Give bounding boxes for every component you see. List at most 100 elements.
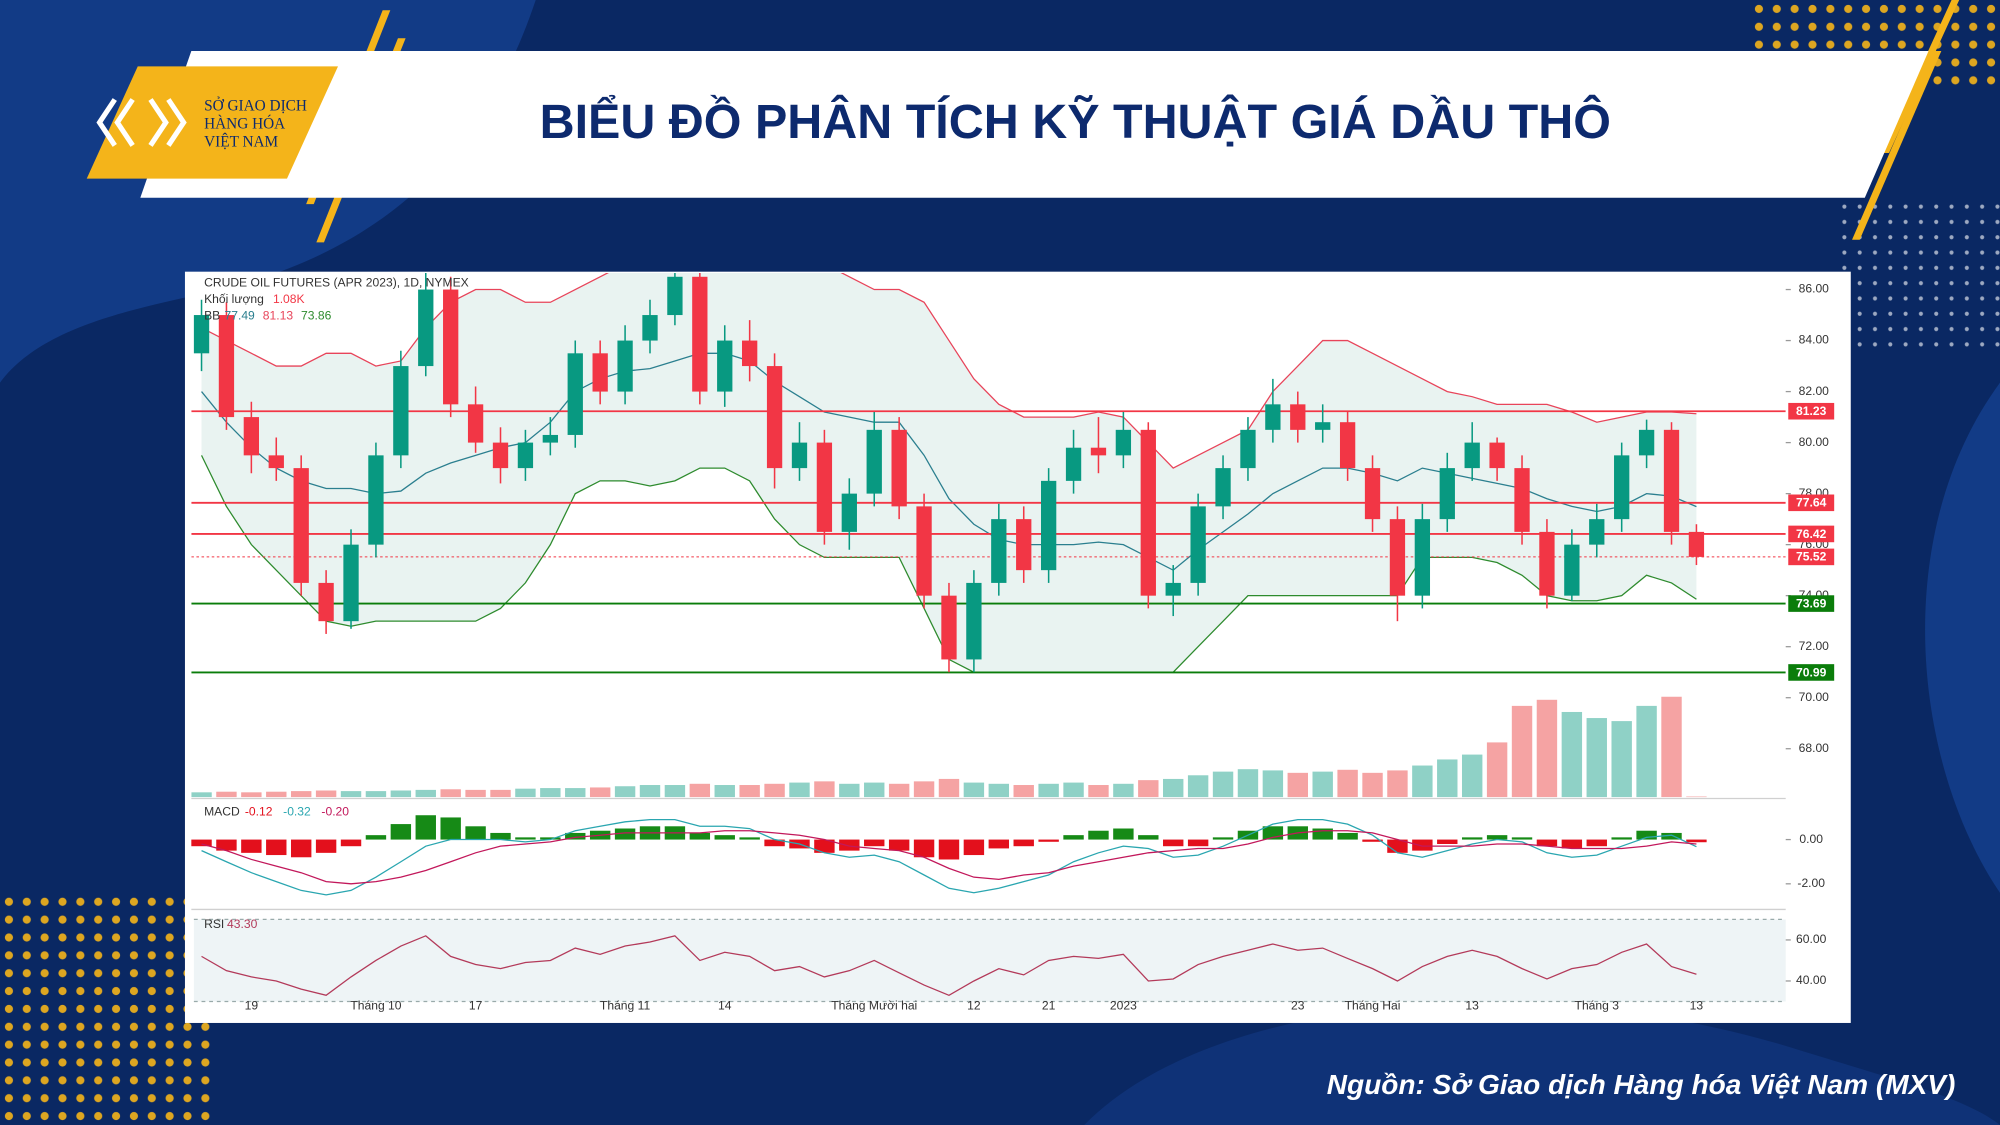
source-note: Nguồn: Sở Giao dịch Hàng hóa Việt Nam (M…	[1327, 1069, 1956, 1100]
macd-histogram	[1337, 832, 1358, 840]
candle-body	[1663, 429, 1680, 532]
signal-line	[201, 830, 1697, 885]
candle-body	[1315, 422, 1331, 430]
macd-histogram	[340, 839, 362, 847]
candle-body	[1439, 468, 1455, 520]
volume-bar	[1163, 778, 1184, 798]
candle-body	[1240, 429, 1256, 469]
macd-histogram	[1511, 837, 1533, 840]
candle-body	[1464, 442, 1480, 469]
bb-readout: 73.86	[301, 309, 332, 323]
bb-readout: 81.13	[263, 309, 294, 323]
y-tick-label: 72.00	[1799, 639, 1830, 653]
candle-body	[218, 315, 235, 418]
stripe	[1852, 51, 1942, 240]
candle-body	[1364, 468, 1381, 520]
volume-bar	[1237, 769, 1259, 798]
volume-bar	[1212, 771, 1234, 798]
volume-bar	[1013, 785, 1034, 798]
macd-histogram	[1486, 835, 1508, 840]
volume-bar	[490, 789, 511, 798]
candle-body	[791, 442, 808, 469]
y-tick-label: 80.00	[1799, 435, 1830, 449]
macd-histogram	[988, 839, 1010, 849]
macd-readout: -0.20	[321, 805, 349, 819]
volume-bar	[1387, 770, 1408, 798]
volume-bar	[1611, 721, 1632, 798]
candle-body	[1564, 544, 1580, 596]
level-tag	[1788, 525, 1835, 543]
x-tick-label: 2023	[1110, 999, 1137, 1013]
volume-bar	[266, 791, 287, 798]
macd-readout: -0.32	[283, 805, 311, 819]
candle-body	[1414, 519, 1431, 596]
macd-line	[201, 819, 1697, 896]
macd-histogram	[390, 824, 412, 840]
x-tick-label: 17	[469, 999, 483, 1013]
volume-bar	[440, 789, 461, 798]
volume-bar	[1412, 765, 1433, 798]
candle-body	[492, 442, 509, 469]
volume-bar	[639, 785, 661, 798]
macd-histogram	[814, 839, 835, 853]
macd-histogram	[440, 817, 461, 840]
volume-bar	[789, 782, 810, 798]
macd-histogram	[1611, 837, 1632, 840]
y-tick-label: 70.00	[1799, 690, 1830, 704]
volume-bar	[1661, 696, 1682, 798]
volume-bar	[465, 789, 486, 798]
volume-bar	[963, 782, 985, 798]
volume-bar	[739, 785, 760, 798]
candle-body	[418, 289, 434, 367]
title-banner	[140, 51, 1929, 198]
candle-body	[1290, 404, 1306, 430]
macd-histogram	[1461, 837, 1483, 840]
candle-body	[243, 417, 260, 456]
candle-body	[1115, 429, 1132, 456]
macd-histogram	[963, 839, 985, 856]
candle-body	[368, 455, 384, 545]
candle-body	[592, 353, 608, 392]
volume-readout: 1.08K	[273, 292, 305, 306]
y-tick-label: 86.00	[1799, 282, 1830, 296]
candle-body	[318, 582, 334, 622]
x-tick-label: 23	[1291, 999, 1305, 1013]
candle-body	[1589, 519, 1605, 545]
candle-body	[1016, 519, 1032, 571]
candle-body	[1514, 468, 1530, 532]
macd-histogram	[241, 839, 262, 853]
macd-histogram	[689, 832, 711, 840]
level-label: 70.99	[1796, 665, 1827, 679]
macd-histogram	[191, 839, 212, 847]
macd-histogram	[415, 815, 436, 840]
candle-body	[717, 340, 733, 392]
macd-histogram	[290, 839, 312, 858]
price-panel	[191, 272, 1786, 798]
volume-bar	[1187, 775, 1209, 798]
volume-bar	[988, 783, 1010, 798]
macd-histogram	[1013, 839, 1034, 847]
bb-legend: BB	[204, 309, 220, 323]
volume-bar	[1461, 754, 1483, 798]
candle-body	[642, 315, 658, 341]
volume-bar	[1262, 770, 1284, 798]
candle-body	[1090, 447, 1107, 456]
candle-body	[193, 315, 210, 354]
candle-body	[916, 506, 932, 596]
x-tick-label: Tháng 10	[350, 999, 401, 1013]
volume-bar	[1038, 783, 1059, 798]
indicator-panels: 0.00 -2.00 60.00 40.00	[191, 815, 1827, 1003]
candle-body	[1539, 531, 1555, 596]
macd-histogram	[315, 839, 337, 853]
volume-bar	[290, 791, 312, 798]
volume-bar	[689, 783, 711, 798]
macd-histogram	[714, 835, 735, 840]
volume-bar	[1287, 772, 1308, 798]
level-label: 75.52	[1796, 550, 1827, 564]
candle-body	[1614, 455, 1630, 520]
level-label: 77.64	[1796, 496, 1827, 510]
macd-readout: -0.12	[245, 805, 273, 819]
macd-histogram	[490, 832, 511, 840]
candle-body	[1688, 531, 1705, 557]
volume-bar	[1536, 699, 1558, 798]
